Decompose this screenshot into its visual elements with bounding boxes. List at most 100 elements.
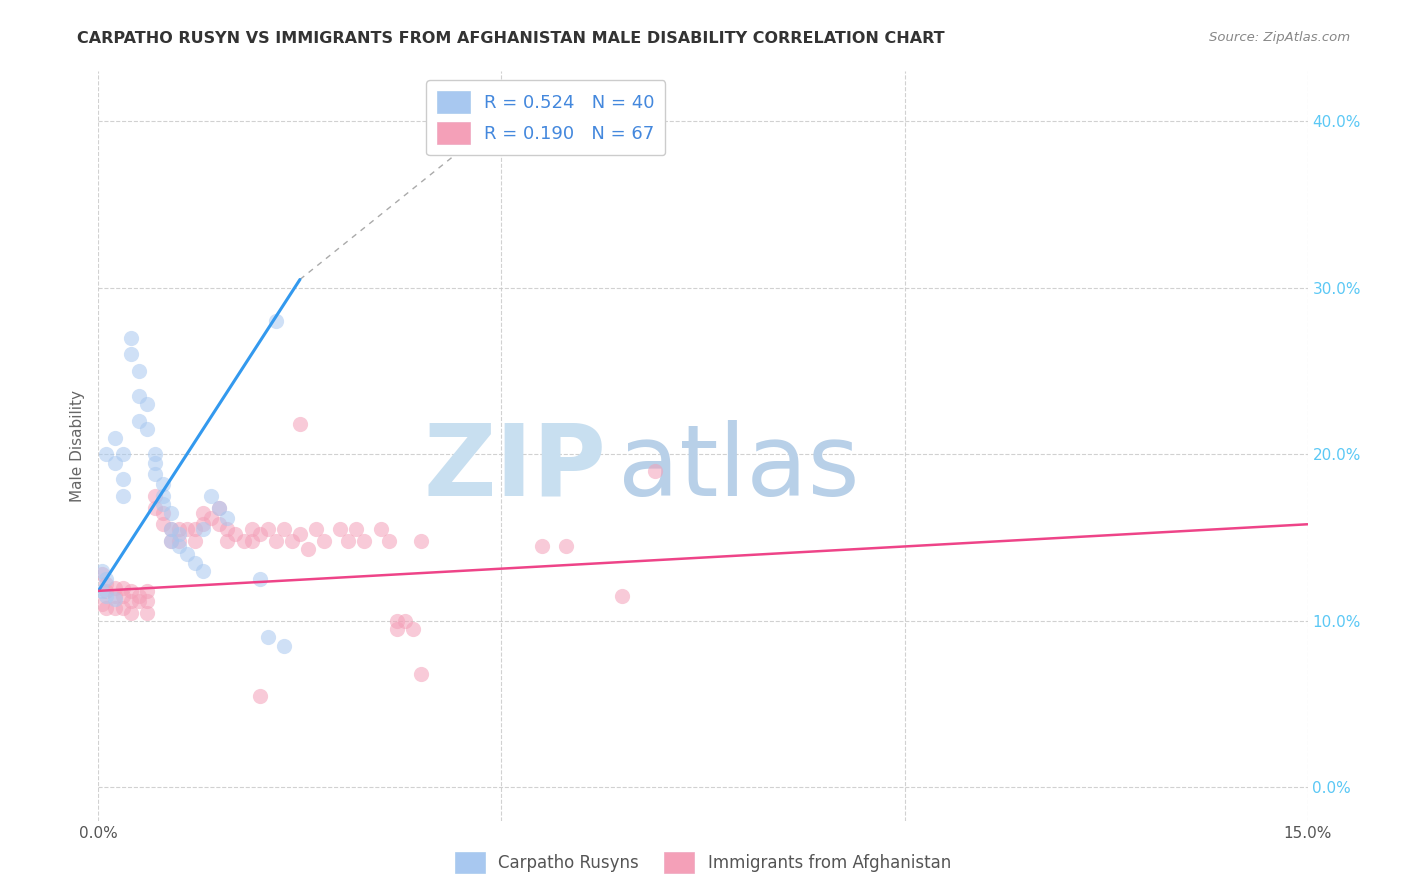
Point: [96, 589, 118, 603]
Point: [167, 533, 190, 548]
Point: [249, 527, 271, 541]
Point: [103, 456, 125, 470]
Point: [120, 606, 142, 620]
Point: [256, 522, 278, 536]
Point: [120, 583, 142, 598]
Point: [184, 522, 207, 536]
Point: [555, 539, 578, 553]
Point: [167, 527, 190, 541]
Point: [409, 533, 432, 548]
Point: [111, 447, 134, 461]
Point: [96, 583, 118, 598]
Point: [385, 614, 408, 628]
Text: atlas: atlas: [619, 420, 860, 517]
Point: [152, 517, 174, 532]
Point: [120, 331, 142, 345]
Point: [96, 572, 118, 586]
Point: [143, 489, 166, 503]
Point: [193, 564, 215, 578]
Point: [217, 522, 239, 536]
Point: [297, 542, 319, 557]
Point: [184, 533, 207, 548]
Point: [120, 347, 142, 361]
Point: [329, 522, 352, 536]
Y-axis label: Male Disability: Male Disability: [70, 390, 86, 502]
Point: [160, 522, 183, 536]
Point: [111, 600, 134, 615]
Point: [281, 533, 304, 548]
Point: [160, 533, 183, 548]
Point: [111, 581, 134, 595]
Point: [135, 583, 157, 598]
Point: [96, 447, 118, 461]
Point: [249, 689, 271, 703]
Point: [111, 589, 134, 603]
Point: [370, 522, 392, 536]
Point: [160, 522, 183, 536]
Point: [143, 456, 166, 470]
Point: [135, 397, 157, 411]
Point: [200, 489, 222, 503]
Point: [128, 589, 150, 603]
Point: [314, 533, 336, 548]
Point: [152, 477, 174, 491]
Point: [344, 522, 367, 536]
Point: [240, 522, 263, 536]
Point: [128, 414, 150, 428]
Point: [91, 567, 114, 582]
Text: ZIP: ZIP: [423, 420, 606, 517]
Point: [264, 533, 287, 548]
Point: [111, 472, 134, 486]
Point: [128, 389, 150, 403]
Text: Source: ZipAtlas.com: Source: ZipAtlas.com: [1209, 31, 1350, 45]
Point: [224, 527, 246, 541]
Point: [377, 533, 399, 548]
Point: [135, 422, 157, 436]
Point: [249, 572, 271, 586]
Point: [337, 533, 360, 548]
Point: [103, 431, 125, 445]
Point: [208, 500, 231, 515]
Point: [256, 631, 278, 645]
Point: [644, 464, 666, 478]
Point: [143, 467, 166, 482]
Point: [409, 667, 432, 681]
Point: [96, 577, 118, 591]
Point: [208, 500, 231, 515]
Point: [135, 606, 157, 620]
Point: [91, 564, 114, 578]
Point: [143, 500, 166, 515]
Point: [120, 594, 142, 608]
Point: [176, 522, 198, 536]
Text: CARPATHO RUSYN VS IMMIGRANTS FROM AFGHANISTAN MALE DISABILITY CORRELATION CHART: CARPATHO RUSYN VS IMMIGRANTS FROM AFGHAN…: [77, 31, 945, 46]
Point: [193, 522, 215, 536]
Point: [96, 600, 118, 615]
Point: [612, 589, 634, 603]
Point: [103, 589, 125, 603]
Point: [232, 533, 254, 548]
Point: [135, 594, 157, 608]
Point: [193, 506, 215, 520]
Point: [353, 533, 375, 548]
Point: [160, 506, 183, 520]
Point: [200, 510, 222, 524]
Point: [217, 533, 239, 548]
Point: [152, 506, 174, 520]
Point: [305, 522, 328, 536]
Point: [240, 533, 263, 548]
Point: [385, 622, 408, 636]
Point: [402, 622, 425, 636]
Point: [273, 639, 295, 653]
Point: [193, 517, 215, 532]
Point: [184, 556, 207, 570]
Point: [152, 489, 174, 503]
Point: [167, 539, 190, 553]
Point: [91, 597, 114, 611]
Point: [273, 522, 295, 536]
Point: [176, 547, 198, 561]
Point: [103, 600, 125, 615]
Point: [143, 447, 166, 461]
Point: [208, 517, 231, 532]
Point: [394, 614, 416, 628]
Point: [103, 592, 125, 607]
